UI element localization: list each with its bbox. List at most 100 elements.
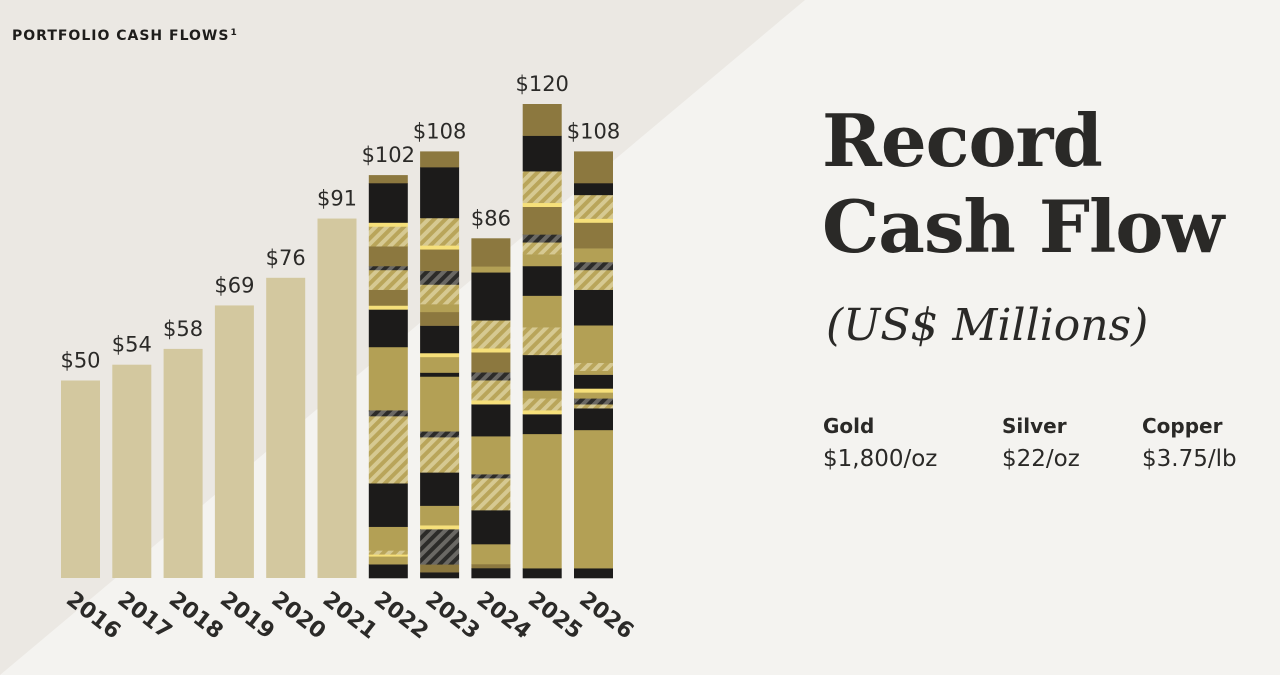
bar-segment-black bbox=[522, 568, 562, 579]
bar-segment-bronze bbox=[522, 206, 562, 235]
metal-label: Silver bbox=[1002, 414, 1067, 438]
bar-2022 bbox=[368, 175, 408, 579]
bar-segment-hatch_o bbox=[522, 398, 562, 411]
value-label-2018: $58 bbox=[163, 317, 203, 341]
metal-label: Copper bbox=[1142, 414, 1223, 438]
bar-segment-hatch_d bbox=[368, 265, 408, 271]
bar-segment-hatch_o bbox=[574, 269, 613, 290]
metal-price: $1,800/oz bbox=[823, 446, 938, 472]
value-labels-group: $50$54$58$69$76$91$102$108$86$120$108 bbox=[60, 72, 620, 373]
x-tick-label-2023: 2023 bbox=[420, 587, 484, 644]
units-note: (US$ Millions) bbox=[826, 300, 1149, 351]
bar-2016 bbox=[61, 380, 100, 578]
bar-segment-bronze bbox=[471, 238, 511, 267]
bar-segment-black bbox=[420, 167, 460, 219]
bar-segment-olive bbox=[420, 356, 460, 373]
metal-price: $22/oz bbox=[1002, 446, 1080, 472]
value-label-2016: $50 bbox=[60, 349, 100, 373]
metal-label: Gold bbox=[823, 414, 875, 438]
bar-2025 bbox=[522, 104, 562, 579]
bar-segment-black bbox=[471, 568, 511, 579]
bars-group bbox=[61, 104, 613, 579]
bar-segment-black bbox=[522, 135, 562, 172]
bar-segment-hatch_d bbox=[420, 270, 460, 285]
x-tick-label-2019: 2019 bbox=[215, 587, 279, 644]
bar-segment-hatch_o bbox=[574, 404, 613, 409]
bar-segment-bronze bbox=[420, 249, 460, 272]
bar-segment-olive bbox=[420, 304, 460, 313]
bar-segment-hatch_o bbox=[471, 478, 511, 511]
bar-segment-bronze bbox=[471, 564, 511, 569]
value-label-2019: $69 bbox=[214, 273, 254, 297]
x-tick-labels-group: 2016201720182019202020212022202320242025… bbox=[61, 587, 638, 644]
bar-chart: $50$54$58$69$76$91$102$108$86$120$108 20… bbox=[60, 72, 638, 644]
x-tick-label-2018: 2018 bbox=[164, 587, 228, 644]
bar-segment-hatch_o bbox=[368, 269, 408, 290]
bar-segment-olive bbox=[368, 346, 408, 411]
bar-segment-bronze bbox=[420, 311, 460, 326]
bar-segment-black bbox=[574, 289, 613, 326]
bar-segment-hatch_o bbox=[522, 242, 562, 255]
metal-price: $3.75/lb bbox=[1142, 446, 1237, 472]
bar-segment-hatch_o bbox=[522, 171, 562, 204]
bar-segment-black bbox=[522, 265, 562, 296]
bar-segment-hatch_o bbox=[368, 416, 408, 484]
bar-segment-yellow bbox=[471, 400, 511, 405]
x-tick-label-2017: 2017 bbox=[113, 587, 177, 644]
bar-segment-hatch_d bbox=[574, 262, 613, 271]
bar-segment-black bbox=[574, 183, 613, 196]
bar-segment-olive bbox=[574, 392, 613, 399]
bar-segment-hatch_d bbox=[471, 372, 511, 381]
bar-2018 bbox=[163, 348, 203, 578]
value-label-2023: $108 bbox=[413, 119, 466, 143]
bar-segment-black bbox=[420, 372, 460, 377]
value-label-2017: $54 bbox=[112, 333, 152, 357]
bar-segment-black bbox=[471, 404, 511, 437]
bar-segment-hatch_o bbox=[471, 320, 511, 349]
bar-2026 bbox=[574, 151, 613, 579]
bar-segment-bronze bbox=[420, 564, 460, 573]
bar-segment-yellow bbox=[471, 348, 511, 353]
bar-segment-yellow bbox=[420, 245, 460, 250]
x-tick-label-2026: 2026 bbox=[574, 587, 638, 644]
bar-segment-bronze bbox=[420, 151, 460, 168]
bar-segment-black bbox=[471, 510, 511, 545]
bar-segment-olive bbox=[574, 429, 613, 569]
bar-segment-yellow bbox=[574, 218, 613, 223]
bar-segment-bronze bbox=[368, 289, 408, 306]
chart-title: PORTFOLIO CASH FLOWS1 bbox=[12, 28, 238, 44]
bar-segment-black bbox=[420, 572, 460, 579]
bar-2020 bbox=[266, 277, 306, 578]
bar-segment-hatch_o bbox=[420, 284, 460, 305]
bar-segment-black bbox=[368, 564, 408, 579]
value-label-2021: $91 bbox=[317, 187, 357, 211]
bar-segment-hatch_o bbox=[368, 550, 408, 555]
bar-segment-hatch_o bbox=[420, 437, 460, 473]
headline: Record Cash Flow bbox=[822, 98, 1224, 270]
bar-segment-hatch_o bbox=[574, 362, 613, 371]
value-label-2022: $102 bbox=[362, 143, 415, 167]
bar-segment-black bbox=[368, 483, 408, 527]
bar-segment-bronze bbox=[574, 222, 613, 249]
bar-segment-black bbox=[574, 568, 613, 579]
value-label-2026: $108 bbox=[567, 119, 620, 143]
bar-segment-olive bbox=[471, 544, 511, 565]
value-label-2024: $86 bbox=[471, 206, 511, 230]
bar-segment-black bbox=[471, 272, 511, 321]
bar-2019 bbox=[214, 305, 254, 578]
bar-segment-hatch_d bbox=[420, 529, 460, 565]
bar-segment-bronze bbox=[522, 104, 562, 136]
bar-segment-yellow bbox=[420, 352, 460, 358]
bar-segment-hatch_d bbox=[420, 431, 460, 438]
value-label-2025: $120 bbox=[515, 72, 568, 96]
bar-segment-bronze bbox=[368, 246, 408, 267]
bar-segment-yellow bbox=[522, 410, 562, 415]
bar-segment-yellow bbox=[368, 305, 408, 310]
bar-segment-black bbox=[368, 309, 408, 348]
bar-segment-olive bbox=[368, 526, 408, 551]
bar-segment-black bbox=[420, 472, 460, 506]
bar-segment-bronze bbox=[368, 175, 408, 184]
price-copper: Copper $3.75/lb bbox=[1142, 414, 1237, 472]
bar-2024 bbox=[471, 238, 511, 579]
bar-segment-yellow bbox=[368, 222, 408, 227]
